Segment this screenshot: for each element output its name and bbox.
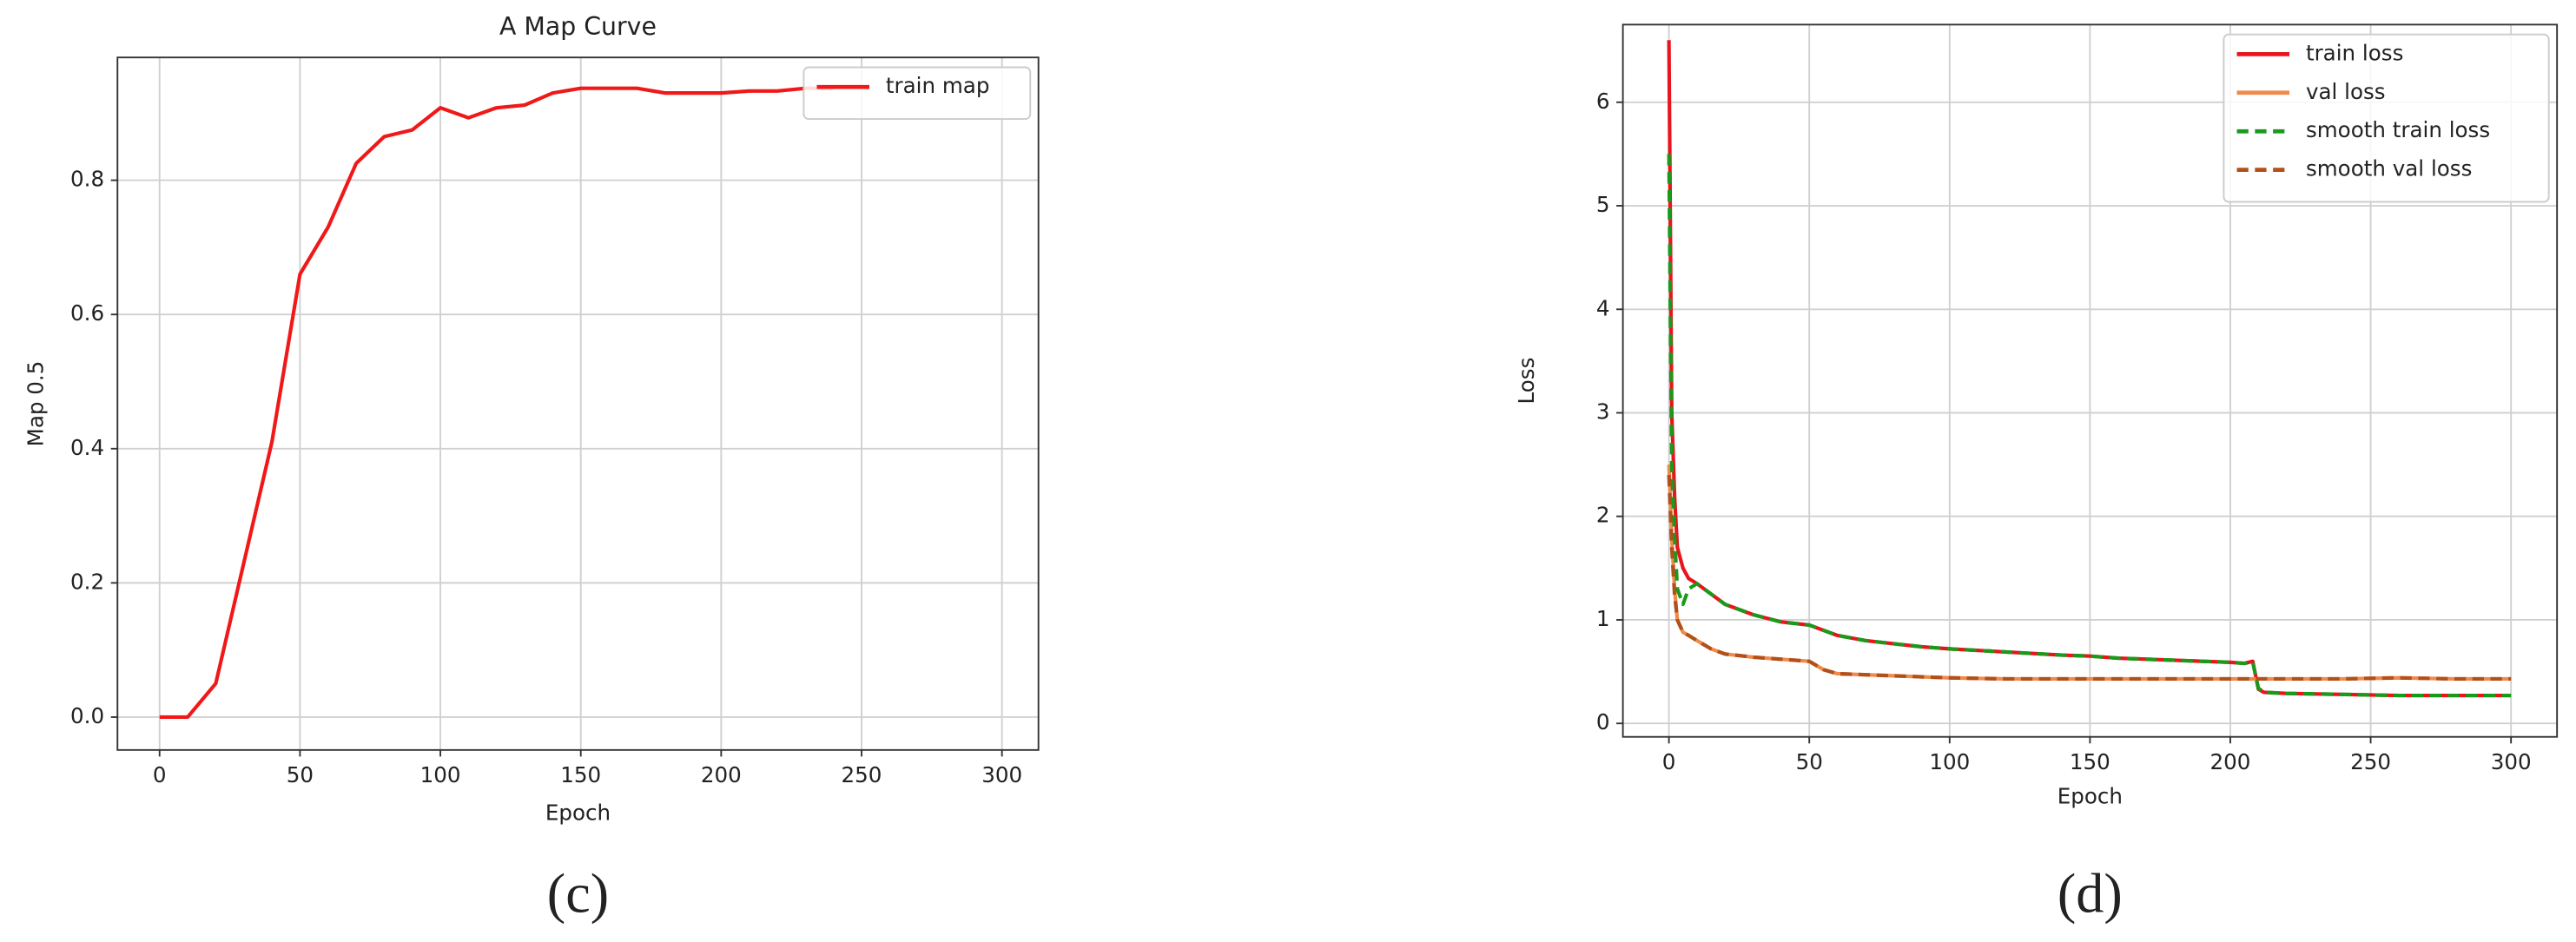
y-tick-label: 5: [1596, 192, 1610, 217]
y-axis-label: Loss: [1514, 358, 1539, 405]
x-tick-label: 300: [2491, 749, 2532, 774]
x-tick-label: 150: [560, 762, 601, 787]
legend-box: [803, 66, 1032, 120]
plot-frame: [1622, 23, 2559, 738]
legend-label: smooth train loss: [2306, 117, 2490, 142]
y-tick-label: 0.0: [70, 703, 104, 728]
y-tick-label: 2: [1596, 503, 1610, 528]
x-tick-label: 100: [420, 762, 461, 787]
x-tick-label: 300: [981, 762, 1022, 787]
y-tick-label: 0.2: [70, 569, 104, 594]
chart-title: A Map Curve: [499, 12, 657, 41]
x-axis-label: Epoch: [545, 800, 611, 826]
plot-frame: [116, 56, 1040, 751]
panel-label: (c): [547, 863, 609, 925]
x-tick-label: 250: [2350, 749, 2391, 774]
x-tick-label: 200: [2210, 749, 2251, 774]
x-tick-label: 150: [2070, 749, 2110, 774]
x-tick-label: 100: [1929, 749, 1970, 774]
y-axis-label: Map 0.5: [23, 361, 49, 447]
legend-label: train map: [886, 73, 990, 98]
x-tick-label: 250: [842, 762, 882, 787]
y-tick-label: 1: [1596, 606, 1610, 631]
panel-label: (d): [2057, 863, 2123, 925]
y-tick-label: 6: [1596, 89, 1610, 114]
y-tick-label: 0.8: [70, 167, 104, 192]
y-tick-label: 3: [1596, 399, 1610, 425]
legend-label: val loss: [2306, 79, 2386, 104]
series-line: [1667, 154, 2512, 698]
y-tick-label: 0: [1596, 709, 1610, 734]
x-tick-label: 0: [153, 762, 167, 787]
y-tick-label: 0.4: [70, 435, 104, 460]
legend-box: [2223, 33, 2550, 203]
y-tick-label: 0.6: [70, 300, 104, 326]
legend-label: smooth val loss: [2306, 156, 2472, 181]
series-line: [1667, 474, 2512, 682]
series-line: [159, 86, 834, 720]
legend-label: train loss: [2306, 40, 2403, 65]
y-tick-label: 4: [1596, 295, 1610, 320]
x-axis-label: Epoch: [2057, 784, 2123, 809]
x-tick-label: 50: [287, 762, 314, 787]
x-tick-label: 200: [701, 762, 742, 787]
x-tick-label: 50: [1796, 749, 1823, 774]
x-tick-label: 0: [1662, 749, 1676, 774]
